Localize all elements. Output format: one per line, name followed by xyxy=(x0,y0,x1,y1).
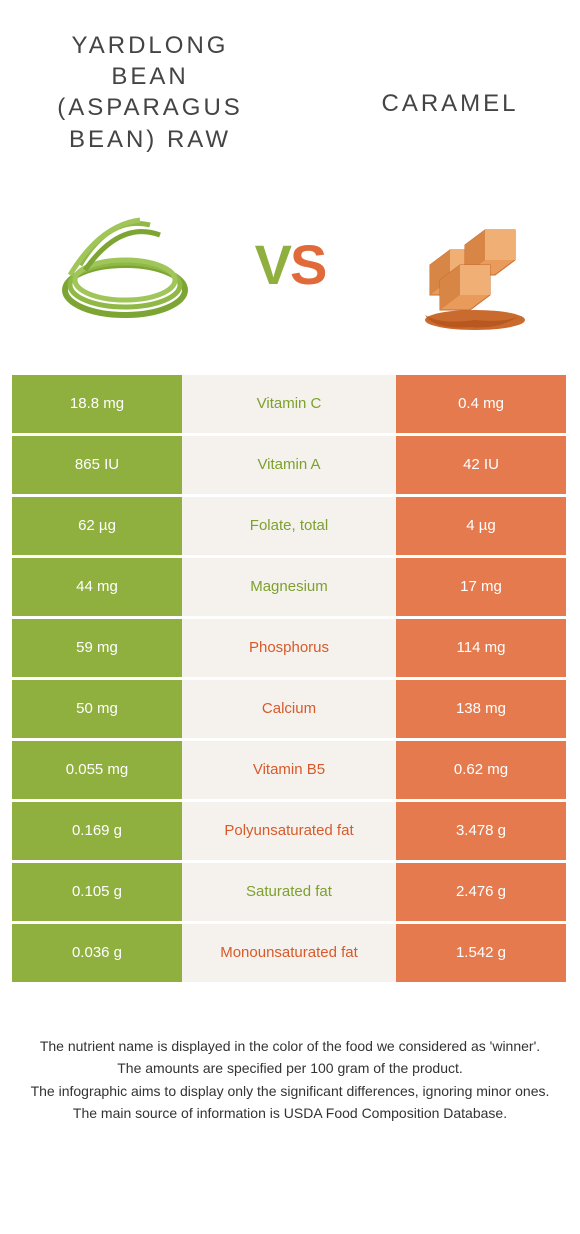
left-value: 50 mg xyxy=(12,680,182,738)
caramel-image xyxy=(375,185,535,345)
footer-line-4: The main source of information is USDA F… xyxy=(30,1102,550,1124)
nutrient-row: 0.036 gMonounsaturated fat1.542 g xyxy=(12,924,568,982)
nutrient-name: Vitamin C xyxy=(182,375,396,433)
right-value: 3.478 g xyxy=(396,802,566,860)
nutrient-row: 0.169 gPolyunsaturated fat3.478 g xyxy=(12,802,568,860)
yardlong-bean-image xyxy=(45,185,205,345)
left-value: 0.169 g xyxy=(12,802,182,860)
left-value: 0.055 mg xyxy=(12,741,182,799)
left-value: 18.8 mg xyxy=(12,375,182,433)
nutrient-name: Polyunsaturated fat xyxy=(182,802,396,860)
right-value: 138 mg xyxy=(396,680,566,738)
left-value: 62 µg xyxy=(12,497,182,555)
left-value: 59 mg xyxy=(12,619,182,677)
images-row: VS xyxy=(0,165,580,375)
nutrient-row: 18.8 mgVitamin C0.4 mg xyxy=(12,375,568,433)
nutrient-name: Monounsaturated fat xyxy=(182,924,396,982)
left-value: 44 mg xyxy=(12,558,182,616)
header: YARDLONG BEAN (ASPARAGUS BEAN) RAW CARAM… xyxy=(0,0,580,165)
nutrient-name: Calcium xyxy=(182,680,396,738)
nutrient-row: 865 IUVitamin A42 IU xyxy=(12,436,568,494)
left-food-title: YARDLONG BEAN (ASPARAGUS BEAN) RAW xyxy=(30,30,270,155)
vs-v: V xyxy=(255,233,290,296)
nutrient-name: Saturated fat xyxy=(182,863,396,921)
footer-line-1: The nutrient name is displayed in the co… xyxy=(30,1035,550,1057)
nutrient-table: 18.8 mgVitamin C0.4 mg865 IUVitamin A42 … xyxy=(12,375,568,982)
right-value: 17 mg xyxy=(396,558,566,616)
nutrient-name: Magnesium xyxy=(182,558,396,616)
footer-notes: The nutrient name is displayed in the co… xyxy=(0,985,580,1145)
nutrient-name: Phosphorus xyxy=(182,619,396,677)
footer-line-2: The amounts are specified per 100 gram o… xyxy=(30,1057,550,1079)
nutrient-row: 0.105 gSaturated fat2.476 g xyxy=(12,863,568,921)
nutrient-row: 0.055 mgVitamin B50.62 mg xyxy=(12,741,568,799)
right-value: 0.62 mg xyxy=(396,741,566,799)
nutrient-name: Folate, total xyxy=(182,497,396,555)
nutrient-row: 44 mgMagnesium17 mg xyxy=(12,558,568,616)
right-value: 42 IU xyxy=(396,436,566,494)
nutrient-name: Vitamin A xyxy=(182,436,396,494)
right-value: 0.4 mg xyxy=(396,375,566,433)
vs-label: VS xyxy=(255,232,326,297)
nutrient-row: 59 mgPhosphorus114 mg xyxy=(12,619,568,677)
nutrient-name: Vitamin B5 xyxy=(182,741,396,799)
right-food-title: CARAMEL xyxy=(350,30,550,118)
nutrient-row: 50 mgCalcium138 mg xyxy=(12,680,568,738)
right-value: 4 µg xyxy=(396,497,566,555)
left-value: 865 IU xyxy=(12,436,182,494)
left-value: 0.105 g xyxy=(12,863,182,921)
right-value: 114 mg xyxy=(396,619,566,677)
right-value: 1.542 g xyxy=(396,924,566,982)
right-value: 2.476 g xyxy=(396,863,566,921)
vs-s: S xyxy=(290,233,325,296)
nutrient-row: 62 µgFolate, total4 µg xyxy=(12,497,568,555)
footer-line-3: The infographic aims to display only the… xyxy=(30,1080,550,1102)
left-value: 0.036 g xyxy=(12,924,182,982)
